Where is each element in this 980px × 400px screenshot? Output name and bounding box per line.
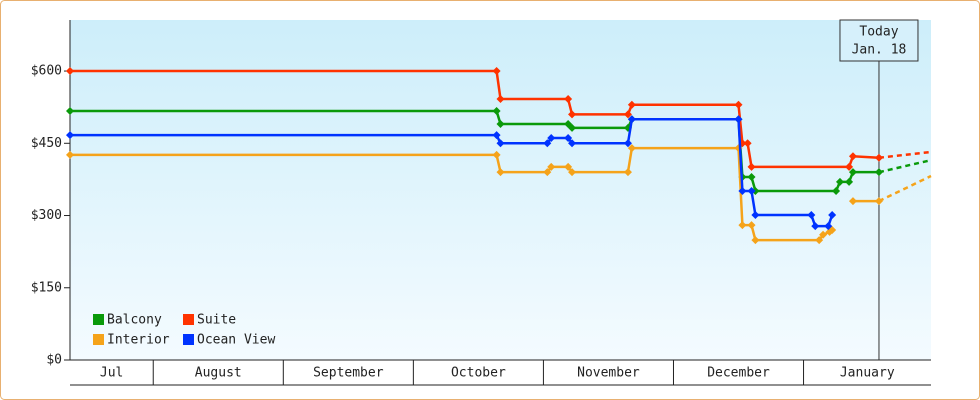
today-label: Today xyxy=(859,25,898,40)
point xyxy=(747,221,756,230)
point xyxy=(751,211,760,220)
point xyxy=(66,150,74,159)
legend-label: Interior xyxy=(107,333,170,348)
point xyxy=(848,152,857,161)
y-tick-label: $0 xyxy=(46,353,62,368)
point xyxy=(747,162,756,171)
point xyxy=(543,168,552,177)
y-tick-label: $150 xyxy=(31,280,62,295)
point xyxy=(568,110,577,119)
point xyxy=(627,115,636,124)
point xyxy=(623,110,632,119)
point xyxy=(492,131,501,140)
point xyxy=(66,107,74,116)
x-tick-label: September xyxy=(313,366,384,381)
x-tick-label: August xyxy=(195,366,242,381)
point xyxy=(828,211,837,220)
point xyxy=(547,162,556,171)
point xyxy=(734,100,743,109)
point xyxy=(738,186,747,195)
point xyxy=(848,197,857,206)
point xyxy=(568,123,577,132)
point xyxy=(874,197,883,206)
point xyxy=(564,94,573,103)
point xyxy=(824,222,833,231)
point xyxy=(492,67,501,76)
point xyxy=(547,133,556,142)
point xyxy=(747,172,756,181)
point xyxy=(496,168,505,177)
legend-swatch xyxy=(183,314,194,325)
point xyxy=(492,150,501,159)
point xyxy=(819,230,828,239)
point xyxy=(543,139,552,148)
point xyxy=(623,168,632,177)
x-tick-label: December xyxy=(707,366,770,381)
point xyxy=(835,177,844,186)
point xyxy=(564,133,573,142)
x-tick-label: Jul xyxy=(100,366,123,381)
point xyxy=(623,139,632,148)
legend-swatch xyxy=(93,334,104,345)
point xyxy=(832,186,841,195)
forecast-line xyxy=(878,174,932,203)
point xyxy=(845,177,854,186)
legend-label: Suite xyxy=(197,313,236,328)
x-tick-label: January xyxy=(840,366,895,381)
point xyxy=(747,186,756,195)
x-tick-label: October xyxy=(451,366,506,381)
point xyxy=(66,131,74,140)
legend-swatch xyxy=(183,334,194,345)
point xyxy=(815,236,824,245)
point xyxy=(874,168,883,177)
legend-swatch xyxy=(93,314,104,325)
today-label: Jan. 18 xyxy=(852,43,907,58)
point xyxy=(743,139,752,148)
legend-label: Balcony xyxy=(107,313,162,328)
point xyxy=(848,168,857,177)
y-tick-label: $600 xyxy=(31,64,62,79)
point xyxy=(496,94,505,103)
point xyxy=(627,100,636,109)
point xyxy=(845,162,854,171)
point xyxy=(807,211,816,220)
today-box xyxy=(839,19,919,62)
point xyxy=(751,236,760,245)
legend-label: Ocean View xyxy=(197,333,275,348)
point xyxy=(874,153,883,162)
point xyxy=(811,222,820,231)
point xyxy=(568,168,577,177)
point xyxy=(568,139,577,148)
point xyxy=(564,162,573,171)
point xyxy=(492,107,501,116)
point xyxy=(496,120,505,129)
series-line xyxy=(70,69,880,169)
point xyxy=(496,139,505,148)
y-tick-label: $450 xyxy=(31,136,62,151)
x-tick-label: November xyxy=(577,366,640,381)
point xyxy=(734,115,743,124)
y-tick-label: $300 xyxy=(31,208,62,223)
point xyxy=(627,144,636,153)
point xyxy=(738,221,747,230)
point xyxy=(66,67,74,76)
